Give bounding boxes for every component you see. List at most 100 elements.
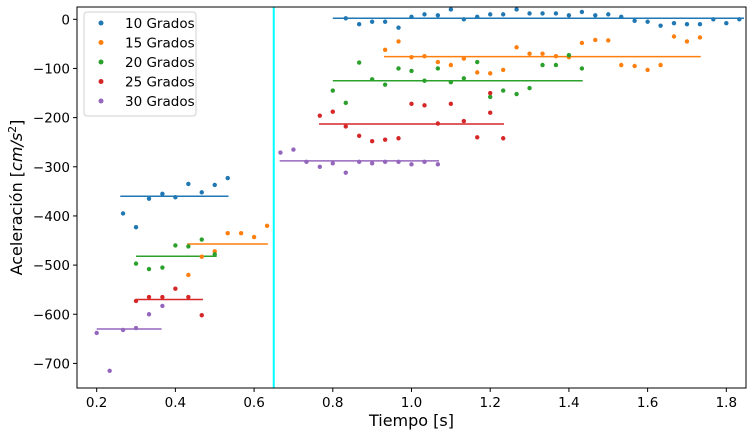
data-point-series-3-6 <box>199 237 204 242</box>
data-point-series-4-12 <box>382 137 388 142</box>
data-point-series-1-1 <box>120 211 126 216</box>
y-tick-label: 0 <box>61 12 70 28</box>
data-point-series-5-11 <box>330 161 335 166</box>
legend: 10 Grados 15 Grados 20 Grados 25 Grados 30 G… <box>83 11 197 117</box>
data-point-series-1-9 <box>225 175 230 181</box>
data-point-series-1-7 <box>199 190 204 195</box>
data-point-series-5-12 <box>343 170 348 175</box>
data-point-series-2-23 <box>579 40 585 46</box>
legend-marker-5 <box>98 98 104 104</box>
y-axis-label-close: ] <box>7 120 26 126</box>
data-point-series-1-8 <box>212 182 217 188</box>
data-point-series-3-24 <box>540 62 545 68</box>
data-point-series-3-11 <box>369 77 375 82</box>
data-point-series-2-8 <box>382 47 388 52</box>
data-point-series-1-24 <box>527 11 532 16</box>
y-axis-label: Aceleración [cm/s2] <box>6 120 26 276</box>
data-point-series-5-10 <box>317 164 323 169</box>
data-point-series-3-10 <box>356 60 362 65</box>
data-point-series-1-11 <box>356 22 362 27</box>
data-point-series-5-16 <box>396 159 401 165</box>
data-point-series-1-16 <box>422 12 427 17</box>
data-point-series-2-2 <box>199 254 204 259</box>
data-point-series-3-15 <box>422 78 427 83</box>
data-point-series-1-32 <box>632 18 637 23</box>
data-point-series-2-21 <box>553 53 559 59</box>
legend-label-1: 10 Grados <box>125 16 195 32</box>
data-point-series-4-3 <box>160 294 165 300</box>
x-tick-label: 1.6 <box>637 395 658 411</box>
data-point-series-5-13 <box>356 159 362 165</box>
y-tick-label: −500 <box>33 258 70 274</box>
x-tick-label: 0.2 <box>86 395 107 411</box>
data-point-series-3-5 <box>186 244 191 249</box>
data-point-series-2-32 <box>697 35 703 40</box>
data-point-series-4-6 <box>199 313 204 318</box>
data-point-series-3-12 <box>382 82 388 87</box>
data-point-series-1-14 <box>396 25 401 30</box>
data-point-series-2-10 <box>409 54 414 60</box>
data-point-series-1-37 <box>697 22 703 27</box>
data-point-series-2-7 <box>264 223 270 228</box>
data-point-series-3-23 <box>527 85 532 91</box>
data-point-series-3-17 <box>448 80 454 85</box>
data-point-series-4-1 <box>133 298 139 304</box>
data-point-series-1-21 <box>488 12 493 17</box>
x-tick-label: 1.0 <box>401 395 422 411</box>
data-point-series-1-40 <box>737 17 742 22</box>
data-point-series-4-13 <box>396 136 401 141</box>
data-point-series-5-19 <box>435 162 441 167</box>
data-point-series-5-15 <box>382 159 388 165</box>
data-point-series-1-4 <box>160 191 165 197</box>
y-tick-label: −200 <box>33 111 70 127</box>
data-point-series-2-4 <box>225 230 230 236</box>
data-points-layer <box>94 7 742 373</box>
data-point-series-4-4 <box>173 286 178 291</box>
data-point-series-2-18 <box>514 45 519 50</box>
x-tick-label: 1.8 <box>716 395 737 411</box>
data-point-series-4-2 <box>146 294 152 300</box>
data-point-series-1-3 <box>146 196 152 201</box>
data-point-series-1-34 <box>658 23 663 28</box>
data-point-series-4-14 <box>409 101 414 107</box>
data-point-series-3-13 <box>396 66 401 71</box>
legend-label-4: 25 Grados <box>125 75 195 91</box>
data-point-series-3-4 <box>173 243 178 248</box>
data-point-series-5-8 <box>291 147 296 152</box>
data-point-series-2-14 <box>461 56 467 61</box>
data-point-series-5-2 <box>107 368 112 373</box>
data-point-series-3-21 <box>500 88 506 93</box>
data-point-series-4-9 <box>343 124 348 129</box>
legend-marker-2 <box>98 40 104 45</box>
data-point-series-5-6 <box>160 303 165 309</box>
data-point-series-2-5 <box>238 230 244 236</box>
data-point-series-3-27 <box>579 66 585 71</box>
data-point-series-2-12 <box>435 59 441 65</box>
y-tick-label: −600 <box>33 307 70 323</box>
data-point-series-3-1 <box>133 261 139 266</box>
data-point-series-2-20 <box>540 51 545 56</box>
data-point-series-1-12 <box>369 19 375 24</box>
data-point-series-5-3 <box>120 327 126 333</box>
data-point-series-1-36 <box>684 22 690 27</box>
y-tick-label: −700 <box>33 356 70 372</box>
data-point-series-1-26 <box>553 11 559 16</box>
data-point-series-3-22 <box>514 91 519 97</box>
data-point-series-5-18 <box>422 159 427 165</box>
data-point-series-4-18 <box>461 118 467 124</box>
data-point-series-4-22 <box>488 110 493 115</box>
data-point-series-5-7 <box>278 150 283 155</box>
data-point-series-1-38 <box>711 17 716 22</box>
data-point-series-1-6 <box>186 181 191 187</box>
data-point-series-2-24 <box>593 37 598 43</box>
data-point-series-2-13 <box>448 62 454 68</box>
legend-label-2: 15 Grados <box>125 36 195 52</box>
data-point-series-2-19 <box>527 51 532 56</box>
data-point-series-1-2 <box>133 225 139 230</box>
y-tick-label: −300 <box>33 160 70 176</box>
x-tick-label: 1.2 <box>479 395 500 411</box>
data-point-series-5-17 <box>409 162 414 167</box>
legend-marker-3 <box>98 59 104 65</box>
data-point-series-2-29 <box>658 62 663 68</box>
